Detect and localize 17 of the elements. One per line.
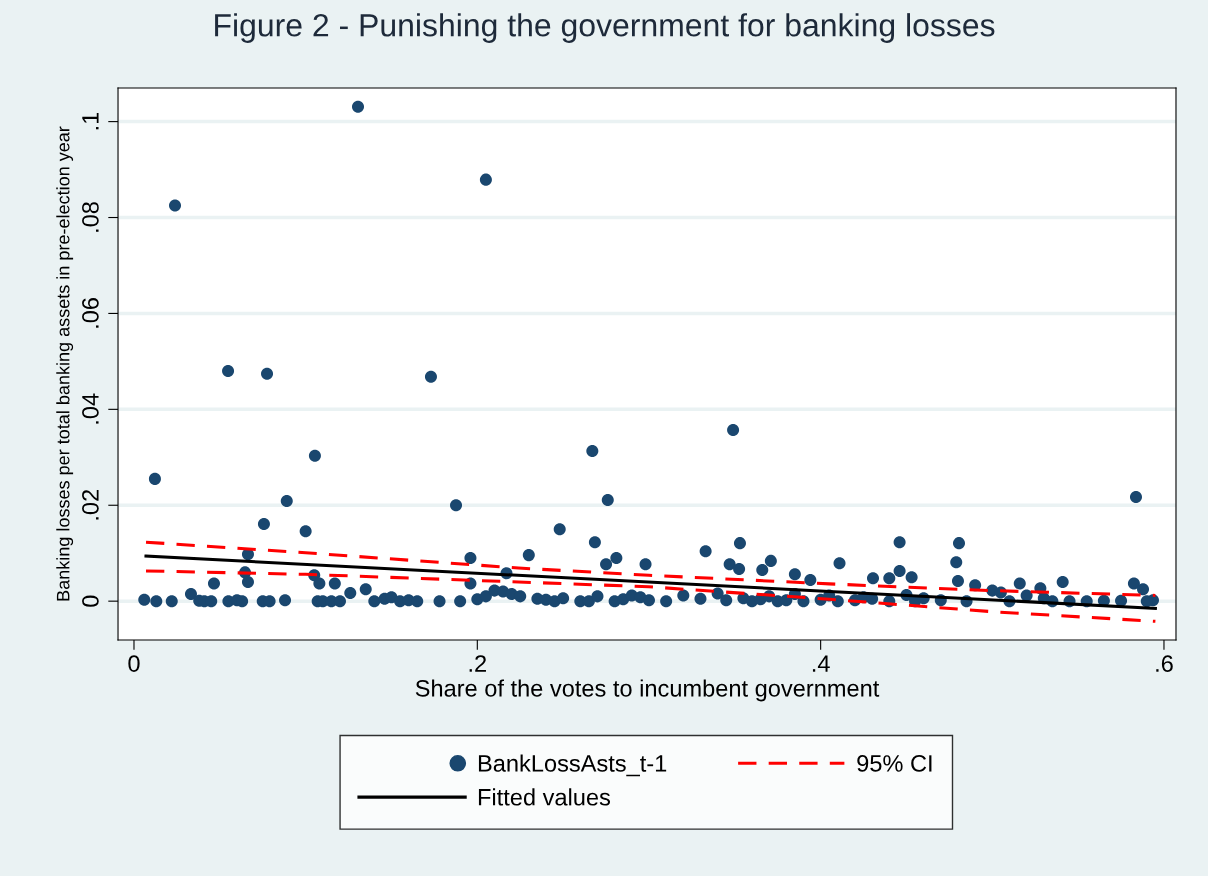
x-axis-title: Share of the votes to incumbent government <box>415 679 880 702</box>
y-tick-label: .08 <box>82 202 99 232</box>
line-series <box>144 569 1157 623</box>
legend-label: 95% CI <box>857 755 932 772</box>
y-tick-label: 0 <box>82 595 99 607</box>
x-tick-label: .6 <box>1156 655 1173 672</box>
x-tick-label: .4 <box>812 655 830 672</box>
legend-label: BankLossAsts_t-1 <box>478 754 667 777</box>
chart-title: Figure 2 - Punishing the government for banking losses <box>215 13 995 43</box>
x-tick-label: .2 <box>469 655 486 672</box>
y-axis-title: Banking losses per total banking assets in pre-election year <box>56 126 74 601</box>
x-tick-label: 0 <box>128 655 140 672</box>
y-tick-label: .02 <box>82 490 99 520</box>
y-tick-label: .1 <box>82 112 99 130</box>
y-tick-label: .04 <box>82 393 99 424</box>
legend-label: Fitted values <box>478 788 611 806</box>
y-tick-label: .06 <box>82 298 99 328</box>
